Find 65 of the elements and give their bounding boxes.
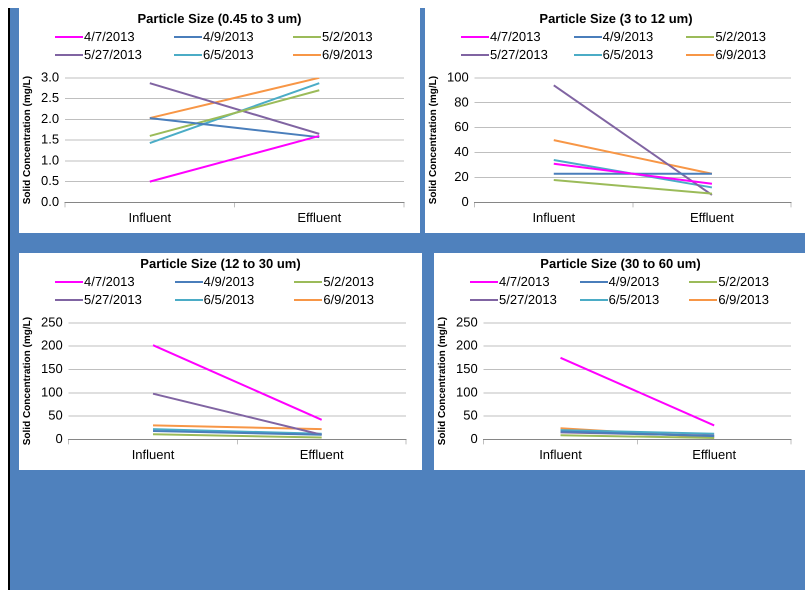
y-tick-label: 2.0: [40, 110, 60, 126]
y-tick-label: 0.0: [40, 194, 60, 209]
legend-label: 6/9/2013: [715, 46, 766, 64]
y-tick-label: 150: [40, 361, 63, 376]
legend-label: 5/27/2013: [84, 291, 142, 309]
x-tick-label: Effluent: [297, 210, 342, 225]
legend-label: 4/9/2013: [602, 28, 654, 46]
x-tick-label: Effluent: [690, 210, 734, 225]
y-tick-label: 50: [48, 408, 63, 423]
legend-label: 4/9/2013: [203, 28, 254, 46]
x-tick-label: Effluent: [300, 446, 344, 462]
legend-label: 6/5/2013: [602, 46, 654, 64]
chart-title: Particle Size (3 to 12 um): [538, 10, 694, 28]
legend-label: 5/27/2013: [84, 46, 142, 64]
legend-label: 6/5/2013: [608, 291, 660, 309]
y-axis-title: Solid Concentration (mg/L): [22, 316, 33, 446]
y-tick-label: 100: [446, 69, 469, 84]
legend-label: 6/5/2013: [204, 291, 254, 309]
y-axis-title: Solid Concentration (mg/L): [436, 316, 448, 446]
y-tick-label: 60: [454, 119, 469, 134]
y-tick-label: 80: [454, 94, 469, 110]
legend-label: 4/7/2013: [490, 28, 541, 46]
legend-label: 5/2/2013: [718, 273, 769, 291]
y-axis-title: Solid Concentration (mg/L): [22, 76, 33, 204]
legend-label: 5/2/2013: [715, 28, 766, 46]
y-tick-label: 250: [40, 314, 63, 330]
y-tick-label: 0: [461, 194, 469, 209]
y-tick-label: 100: [456, 384, 478, 400]
y-tick-label: 0: [55, 430, 63, 446]
y-axis-title: Solid Concentration (mg/L): [428, 76, 439, 204]
legend-label: 5/27/2013: [490, 46, 548, 64]
legend-label: 5/27/2013: [499, 291, 557, 309]
y-tick-label: 100: [40, 384, 63, 400]
x-tick-label: Influent: [532, 210, 576, 225]
y-tick-label: 3.0: [40, 69, 60, 84]
y-tick-label: 2.5: [40, 90, 60, 106]
chart-title: Particle Size (12 to 30 um): [139, 255, 302, 273]
y-tick-label: 200: [456, 338, 478, 353]
legend-label: 5/2/2013: [323, 273, 374, 291]
legend-label: 6/9/2013: [323, 291, 374, 309]
legend-label: 6/5/2013: [203, 46, 254, 64]
y-tick-label: 200: [40, 338, 63, 353]
y-tick-label: 1.0: [40, 152, 60, 168]
y-tick-label: 250: [456, 314, 478, 330]
x-tick-label: Effluent: [692, 446, 736, 462]
legend-label: 4/7/2013: [84, 28, 135, 46]
chart-title: Particle Size (30 to 60 um): [539, 255, 702, 273]
y-tick-label: 40: [454, 144, 469, 160]
y-tick-label: 0: [470, 430, 478, 446]
legend-label: 5/2/2013: [322, 28, 373, 46]
legend-label: 4/7/2013: [499, 273, 550, 291]
x-tick-label: Influent: [132, 446, 175, 462]
legend-label: 4/9/2013: [204, 273, 254, 291]
legend-label: 6/9/2013: [718, 291, 769, 309]
legend-label: 4/9/2013: [608, 273, 660, 291]
y-tick-label: 20: [454, 169, 469, 184]
x-tick-label: Influent: [128, 210, 172, 225]
legend-label: 4/7/2013: [84, 273, 135, 291]
y-tick-label: 1.5: [40, 132, 60, 147]
y-tick-label: 50: [463, 408, 478, 423]
legend-label: 6/9/2013: [322, 46, 373, 64]
y-tick-label: 0.5: [40, 173, 60, 188]
y-tick-label: 150: [456, 361, 478, 376]
x-tick-label: Influent: [539, 446, 582, 462]
chart-title: Particle Size (0.45 to 3 um): [136, 10, 302, 28]
